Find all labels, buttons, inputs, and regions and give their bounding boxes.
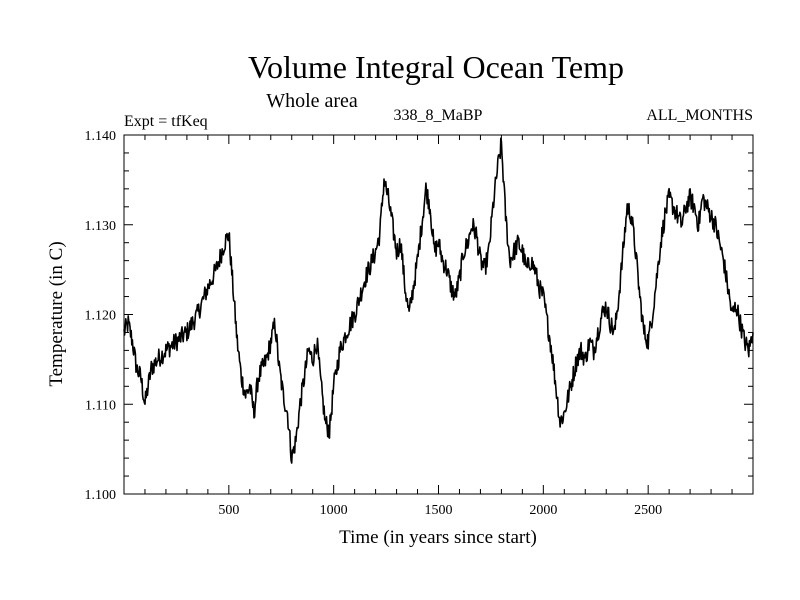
x-tick-labels: 500 1000 1500 2000 2500 <box>218 503 662 518</box>
x-tick-label: 500 <box>218 503 239 518</box>
x-tick-label: 2500 <box>634 503 662 518</box>
y-tick-labels: 1.100 1.110 1.120 1.130 1.140 <box>85 129 117 503</box>
period-label: ALL_MONTHS <box>646 107 753 124</box>
y-tick-label: 1.110 <box>85 398 116 413</box>
y-tick-label: 1.130 <box>85 219 117 234</box>
chart-title: Volume Integral Ocean Temp <box>248 49 624 85</box>
plot-frame <box>123 134 754 495</box>
y-tick-label: 1.100 <box>85 488 117 503</box>
run-label: 338_8_MaBP <box>394 107 483 124</box>
axis-ticks <box>124 135 753 494</box>
expt-label: Expt = tfKeq <box>124 113 208 130</box>
y-tick-label: 1.120 <box>85 309 117 324</box>
y-tick-label: 1.140 <box>85 129 117 144</box>
chart-subtitle: Whole area <box>266 90 358 112</box>
x-tick-label: 1500 <box>425 503 453 518</box>
y-axis-label: Temperature (in C) <box>46 241 67 386</box>
x-axis-label: Time (in years since start) <box>339 527 537 548</box>
series-line <box>123 137 754 464</box>
x-tick-label: 2000 <box>529 503 557 518</box>
x-tick-label: 1000 <box>320 503 348 518</box>
